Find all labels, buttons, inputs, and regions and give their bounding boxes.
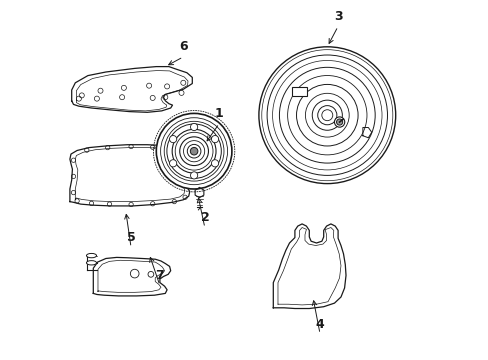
Circle shape <box>130 269 139 278</box>
Ellipse shape <box>86 261 96 265</box>
Circle shape <box>172 129 216 173</box>
Ellipse shape <box>86 253 96 258</box>
Polygon shape <box>70 145 194 206</box>
Polygon shape <box>273 224 346 309</box>
Circle shape <box>148 271 153 277</box>
Text: 7: 7 <box>155 269 164 282</box>
Circle shape <box>211 160 218 167</box>
Circle shape <box>211 135 218 143</box>
Circle shape <box>187 144 201 158</box>
Text: 6: 6 <box>179 40 187 53</box>
Circle shape <box>336 119 342 125</box>
Circle shape <box>180 137 208 166</box>
Circle shape <box>266 55 386 175</box>
Text: 3: 3 <box>333 10 342 23</box>
Text: 4: 4 <box>315 318 324 330</box>
Polygon shape <box>72 67 192 112</box>
Circle shape <box>190 148 198 155</box>
Circle shape <box>156 113 231 189</box>
Text: 2: 2 <box>200 211 209 224</box>
Circle shape <box>190 123 197 131</box>
Circle shape <box>169 160 176 167</box>
Circle shape <box>169 135 176 143</box>
Text: 1: 1 <box>215 107 223 120</box>
Circle shape <box>334 117 344 127</box>
Circle shape <box>317 105 336 125</box>
Polygon shape <box>93 257 170 296</box>
Circle shape <box>305 93 348 137</box>
Bar <box>292 87 307 96</box>
Circle shape <box>258 47 395 184</box>
Circle shape <box>190 172 197 179</box>
Text: 5: 5 <box>126 231 135 244</box>
